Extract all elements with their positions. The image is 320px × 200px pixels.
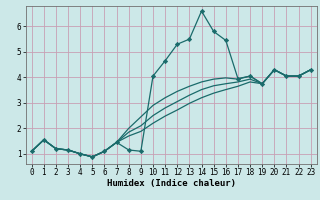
X-axis label: Humidex (Indice chaleur): Humidex (Indice chaleur) <box>107 179 236 188</box>
